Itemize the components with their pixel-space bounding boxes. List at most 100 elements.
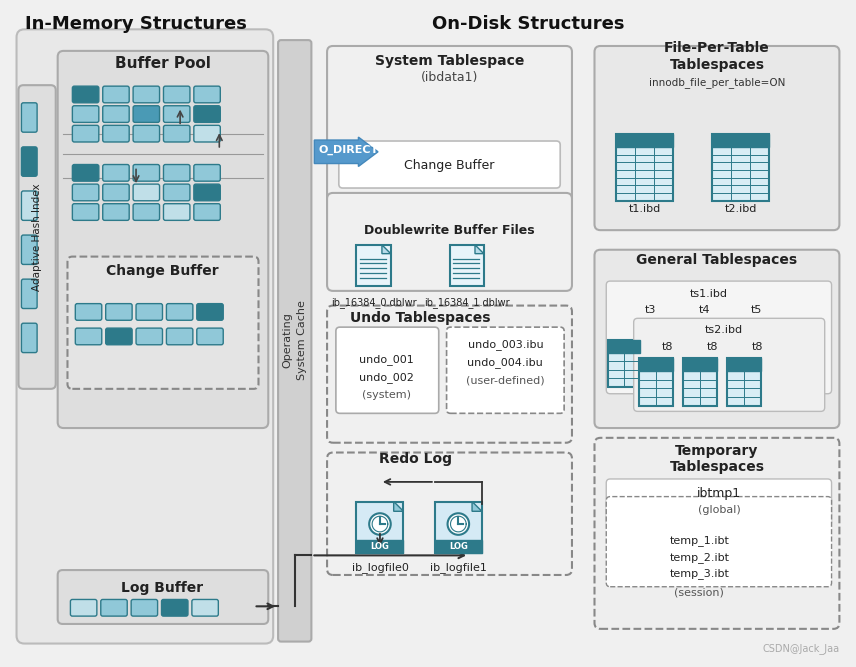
FancyBboxPatch shape — [21, 279, 37, 309]
Text: t8: t8 — [661, 342, 673, 352]
FancyBboxPatch shape — [73, 165, 98, 181]
Text: ts2.ibd: ts2.ibd — [704, 325, 743, 335]
FancyBboxPatch shape — [103, 165, 129, 181]
FancyBboxPatch shape — [136, 328, 163, 345]
FancyBboxPatch shape — [595, 46, 840, 230]
FancyBboxPatch shape — [327, 452, 572, 575]
Polygon shape — [475, 245, 484, 253]
FancyBboxPatch shape — [336, 327, 439, 414]
Bar — [683, 358, 717, 406]
Bar — [356, 245, 390, 286]
FancyBboxPatch shape — [327, 46, 572, 217]
Text: ibtmp1: ibtmp1 — [697, 487, 741, 500]
FancyBboxPatch shape — [21, 235, 37, 264]
Bar — [616, 134, 673, 201]
FancyBboxPatch shape — [595, 249, 840, 428]
Text: temp_1.ibt: temp_1.ibt — [669, 535, 729, 546]
Text: Undo Tablespaces: Undo Tablespaces — [350, 311, 490, 325]
Text: Redo Log: Redo Log — [378, 452, 452, 466]
Text: undo_002: undo_002 — [360, 372, 414, 383]
FancyBboxPatch shape — [19, 85, 56, 389]
FancyBboxPatch shape — [73, 125, 98, 142]
FancyBboxPatch shape — [133, 86, 159, 103]
Text: ts1.ibd: ts1.ibd — [690, 289, 728, 299]
FancyBboxPatch shape — [163, 125, 190, 142]
Bar — [435, 540, 482, 554]
Text: General Tablespaces: General Tablespaces — [636, 253, 798, 267]
FancyBboxPatch shape — [606, 497, 831, 587]
Text: undo_004.ibu: undo_004.ibu — [467, 357, 544, 368]
FancyBboxPatch shape — [327, 305, 572, 443]
Text: t4: t4 — [698, 305, 710, 315]
FancyBboxPatch shape — [633, 318, 824, 412]
Text: t1.ibd: t1.ibd — [628, 203, 661, 213]
FancyBboxPatch shape — [105, 328, 132, 345]
FancyBboxPatch shape — [163, 106, 190, 123]
FancyBboxPatch shape — [163, 165, 190, 181]
FancyArrow shape — [314, 137, 378, 167]
FancyBboxPatch shape — [133, 203, 159, 220]
FancyBboxPatch shape — [57, 51, 268, 428]
Text: t2.ibd: t2.ibd — [724, 203, 757, 213]
FancyBboxPatch shape — [16, 29, 273, 644]
FancyBboxPatch shape — [197, 303, 223, 320]
Text: ib_logfile1: ib_logfile1 — [430, 562, 487, 572]
FancyBboxPatch shape — [21, 147, 37, 176]
Text: ib_logfile0: ib_logfile0 — [352, 562, 408, 572]
Bar — [727, 358, 761, 372]
Circle shape — [448, 514, 469, 535]
Bar — [712, 134, 769, 201]
Text: LOG: LOG — [371, 542, 389, 551]
FancyBboxPatch shape — [70, 600, 97, 616]
FancyBboxPatch shape — [192, 600, 218, 616]
Text: In-Memory Structures: In-Memory Structures — [25, 15, 247, 33]
FancyBboxPatch shape — [166, 328, 193, 345]
Text: t3: t3 — [645, 305, 656, 315]
Bar — [683, 358, 717, 372]
FancyBboxPatch shape — [75, 303, 102, 320]
Bar — [609, 340, 639, 353]
FancyBboxPatch shape — [133, 165, 159, 181]
FancyBboxPatch shape — [21, 103, 37, 132]
Text: CSDN@Jack_Jaa: CSDN@Jack_Jaa — [763, 643, 840, 654]
FancyBboxPatch shape — [57, 570, 268, 624]
Text: Adaptive Hash Index: Adaptive Hash Index — [33, 183, 42, 291]
Text: System Tablespace: System Tablespace — [375, 53, 524, 67]
Polygon shape — [472, 502, 482, 512]
FancyBboxPatch shape — [166, 303, 193, 320]
FancyBboxPatch shape — [193, 106, 220, 123]
FancyBboxPatch shape — [595, 438, 840, 629]
Text: O_DIRECT: O_DIRECT — [318, 145, 378, 155]
Text: t8: t8 — [706, 342, 718, 352]
Text: undo_003.ibu: undo_003.ibu — [467, 340, 544, 350]
FancyBboxPatch shape — [21, 323, 37, 353]
FancyBboxPatch shape — [197, 328, 223, 345]
FancyBboxPatch shape — [193, 125, 220, 142]
FancyBboxPatch shape — [193, 165, 220, 181]
Bar — [639, 358, 673, 406]
FancyBboxPatch shape — [162, 600, 188, 616]
FancyBboxPatch shape — [606, 479, 831, 526]
FancyBboxPatch shape — [133, 106, 159, 123]
FancyBboxPatch shape — [73, 203, 98, 220]
Text: ib_16384_0.dblwr: ib_16384_0.dblwr — [331, 297, 417, 308]
Text: On-Disk Structures: On-Disk Structures — [431, 15, 624, 33]
Text: Tablespaces: Tablespaces — [669, 460, 764, 474]
Text: (system): (system) — [362, 390, 412, 400]
Text: (global): (global) — [698, 506, 740, 516]
FancyBboxPatch shape — [103, 184, 129, 201]
FancyBboxPatch shape — [278, 40, 312, 642]
Bar — [609, 340, 639, 387]
FancyBboxPatch shape — [133, 184, 159, 201]
FancyBboxPatch shape — [163, 203, 190, 220]
FancyBboxPatch shape — [327, 193, 572, 291]
Text: (session): (session) — [675, 588, 724, 598]
Text: t5: t5 — [751, 305, 762, 315]
FancyBboxPatch shape — [73, 86, 98, 103]
FancyBboxPatch shape — [131, 600, 158, 616]
FancyBboxPatch shape — [447, 327, 564, 414]
Circle shape — [369, 514, 390, 535]
FancyBboxPatch shape — [103, 125, 129, 142]
FancyBboxPatch shape — [193, 86, 220, 103]
FancyBboxPatch shape — [163, 184, 190, 201]
